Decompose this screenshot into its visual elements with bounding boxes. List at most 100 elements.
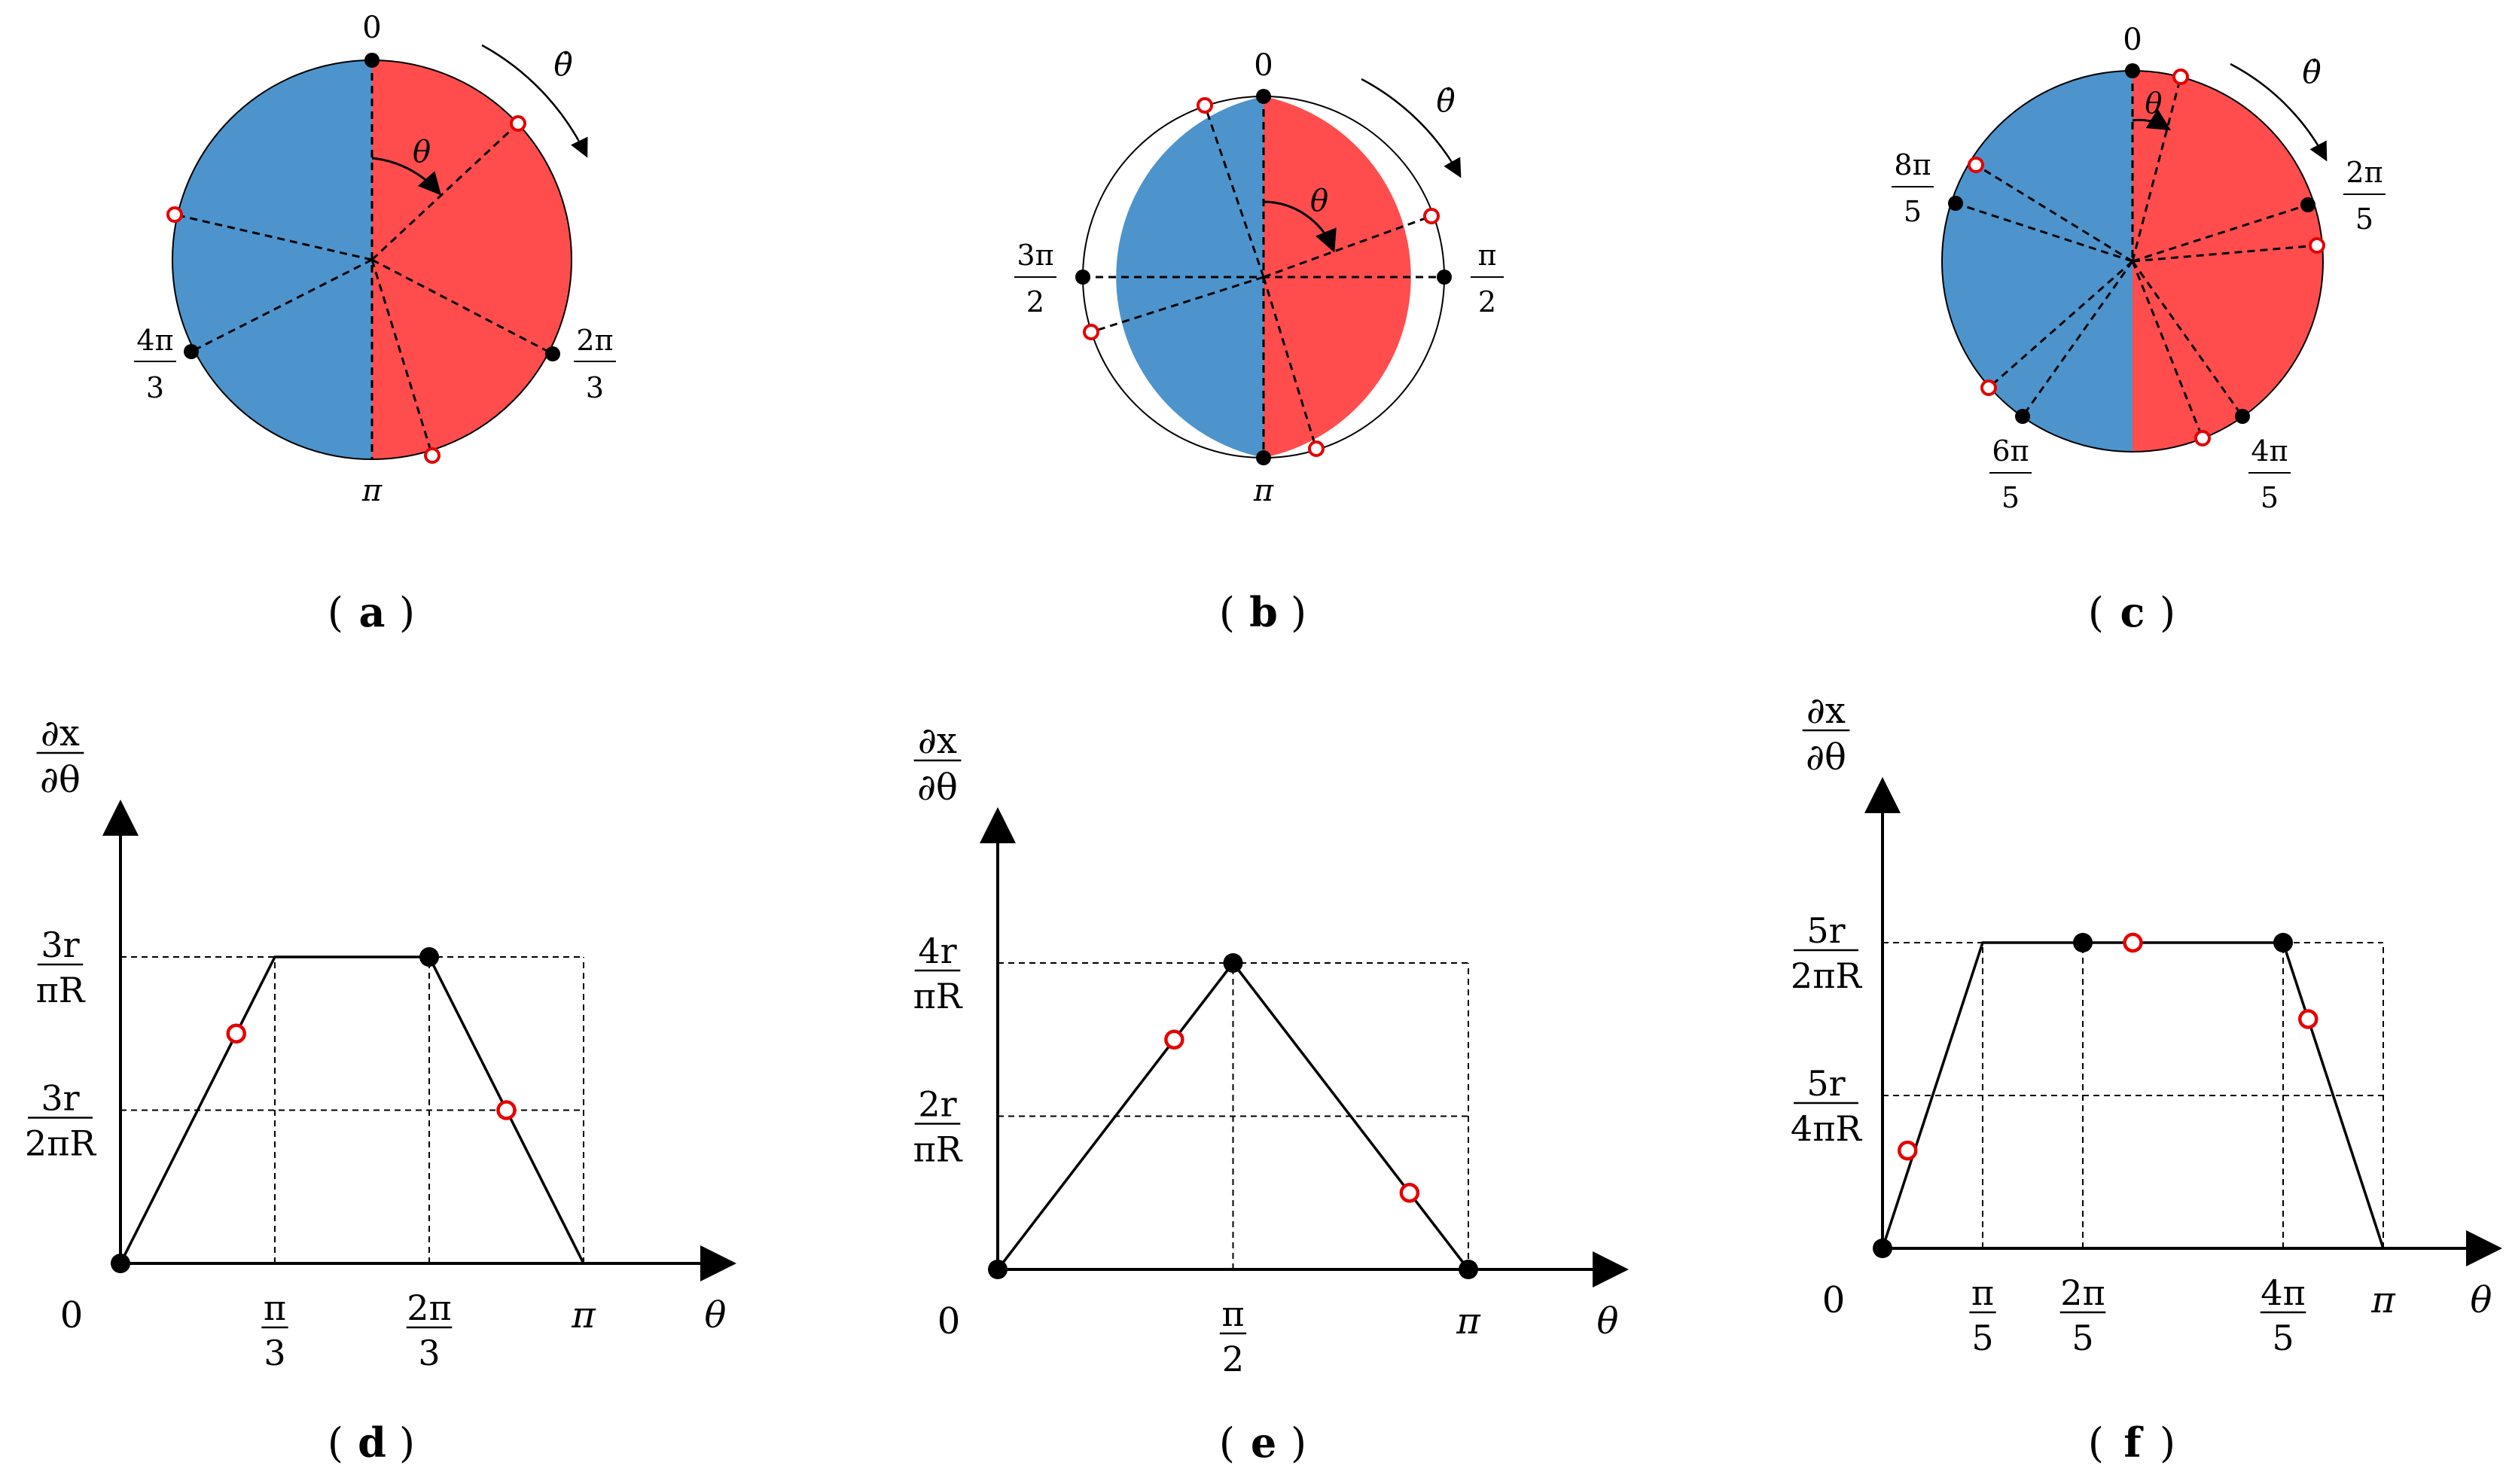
wheel-a-label-pi: π: [361, 474, 383, 508]
chart-f-open-point: [2123, 932, 2143, 953]
wheel-c-frac-2pi5-den: 5: [2355, 203, 2373, 236]
wheel-a-contact-point: [364, 53, 380, 68]
wheel-b-contact-point: [1437, 270, 1452, 285]
wheel-b-rotation-arrow: [1361, 78, 1462, 178]
wheel-b-contact-point: [1256, 450, 1271, 465]
chart-e-open-point: [1399, 1183, 1420, 1203]
caption-d-open: (: [328, 1419, 343, 1467]
chart-d-x-tick: π: [571, 1294, 596, 1336]
wheel-a-open-point: [510, 115, 526, 132]
wheel-c-frac-2pi5-num: 2π: [2346, 156, 2383, 189]
wheel-a-red-half: [372, 60, 572, 459]
caption-a-open: (: [328, 589, 343, 636]
chart-f-x-tick-num: 4π: [2261, 1272, 2306, 1313]
caption-e: e: [1251, 1418, 1276, 1467]
wheel-b-contact-point: [1075, 270, 1090, 285]
wheel-b-label-theta-dot: θ̇: [1436, 82, 1455, 119]
chart-e-black-point: [1459, 1260, 1478, 1279]
wheel-c-frac-6pi5-den: 5: [2001, 481, 2020, 514]
wheel-b-spokes: [1090, 105, 1432, 449]
chart-d-origin-label: 0: [60, 1294, 84, 1336]
wheel-a-contact-point: [545, 346, 560, 361]
wheel-c: 0 θ θ̇ 2π 5 4π 5 6π 5 8π 5: [1892, 23, 2386, 514]
wheel-c-contact-point: [2235, 409, 2250, 424]
wheel-b-theta-arc: [1263, 200, 1337, 253]
caption-b-open: (: [1219, 589, 1235, 636]
wheel-c-contact-point: [2015, 409, 2030, 424]
chart-f-y-axis-label-den: ∂θ: [1806, 736, 1846, 779]
chart-f-x-axis-label: θ: [2471, 1279, 2492, 1321]
chart-f-open-point: [2298, 1009, 2319, 1029]
caption-e-open: (: [1219, 1419, 1235, 1467]
wheel-c-label-zero: 0: [2123, 23, 2142, 57]
wheel-c-red-half: [2133, 71, 2323, 452]
wheel-c-spokes: [1955, 76, 2318, 439]
caption-a: a: [359, 588, 386, 636]
chart-f-x-tick-num: 2π: [2060, 1272, 2105, 1313]
wheel-b: 0 π θ θ̇ π 2 3π 2: [1014, 48, 1504, 508]
chart-f-y-tick-num: 5r: [1806, 1063, 1845, 1104]
chart-f-black-point: [1873, 1239, 1892, 1258]
chart-d-open-point: [496, 1100, 517, 1120]
chart-d-y-axis-label-den: ∂θ: [40, 759, 81, 801]
caption-e-close: ): [1291, 1419, 1306, 1467]
wheel-c-open-point: [1980, 379, 1997, 396]
wheel-diagrams: 0 π θ θ̇ 2π 3 4π 3 0 π θ: [134, 11, 2386, 636]
captions-top: ( a ) ( b ) ( c ): [328, 588, 2175, 636]
caption-f-open: (: [2088, 1419, 2104, 1467]
wheel-a-frac-4pi3-den: 3: [146, 371, 164, 404]
chart-f-x-tick-num: π: [1971, 1272, 1994, 1313]
wheel-a-blue-half: [172, 60, 372, 459]
caption-c-open: (: [2088, 589, 2104, 636]
wheel-b-label-theta: θ: [1310, 184, 1328, 218]
wheel-c-theta-arc: [2132, 108, 2172, 131]
wheel-c-open-point: [2309, 237, 2325, 254]
wheel-c-contact-point: [2300, 197, 2315, 212]
wheel-b-contact-point: [1256, 89, 1271, 104]
wheel-c-open-point: [2172, 69, 2189, 85]
wheel-c-label-theta-dot: θ̇: [2302, 53, 2321, 90]
chart-e-open-point: [1164, 1029, 1184, 1050]
chart-f-x-tick-den: 5: [1971, 1318, 1993, 1358]
wheel-b-open-point: [1083, 324, 1099, 340]
wheel-a-label-theta-dot: θ̇: [553, 46, 572, 83]
caption-f: f: [2123, 1418, 2144, 1467]
chart-d-y-tick-num: 3r: [41, 1078, 79, 1119]
wheel-c-blue-half: [1942, 71, 2133, 452]
chart-d-y-tick-den: πR: [36, 970, 86, 1010]
wheel-b-frac-3pi2-num: 3π: [1017, 239, 1053, 272]
caption-a-close: ): [399, 589, 415, 636]
wheel-b-open-point: [1423, 208, 1440, 224]
wheel-b-red-half: [1264, 96, 1411, 458]
wheel-a-theta-arc: [371, 157, 441, 196]
chart-e-y-tick-den: πR: [913, 976, 963, 1016]
chart-e-black-point: [1223, 953, 1243, 973]
chart-f-y-tick-den: 4πR: [1791, 1108, 1862, 1149]
chart-d-x-tick-den: 3: [264, 1333, 285, 1373]
caption-d: d: [358, 1418, 386, 1467]
wheel-c-open-point: [1968, 157, 1984, 173]
chart-e-y-axis-label-num: ∂x: [918, 720, 957, 762]
chart-f-y-tick-den: 2πR: [1791, 955, 1862, 996]
captions-bottom: ( d ) ( e ) ( f ): [328, 1418, 2175, 1467]
wheel-a-frac-4pi3-num: 4π: [136, 324, 173, 357]
chart-d-y-axis-label-num: ∂x: [41, 712, 80, 754]
wheel-b-label-zero: 0: [1254, 48, 1273, 83]
chart-d-x-tick-den: 3: [418, 1333, 440, 1373]
chart-f-y-axis-label-num: ∂x: [1806, 690, 1846, 732]
chart-f-x-tick-den: 5: [2272, 1318, 2294, 1358]
wheel-a: 0 π θ θ̇ 2π 3 4π 3: [134, 11, 616, 508]
wheel-c-frac-4pi5-den: 5: [2261, 481, 2279, 514]
wheel-a-frac-2pi3-den: 3: [586, 371, 604, 404]
chart-e-origin-label: 0: [937, 1300, 961, 1342]
chart-e-y-tick-den: πR: [913, 1129, 963, 1170]
wheel-a-label-zero: 0: [362, 11, 381, 45]
wheel-b-frac-pi2-num: π: [1478, 239, 1497, 272]
caption-c: c: [2120, 588, 2145, 636]
wheel-a-spokes: [174, 122, 553, 456]
chart-e-x-tick-den: 2: [1222, 1339, 1244, 1379]
caption-c-close: ): [2160, 589, 2175, 636]
